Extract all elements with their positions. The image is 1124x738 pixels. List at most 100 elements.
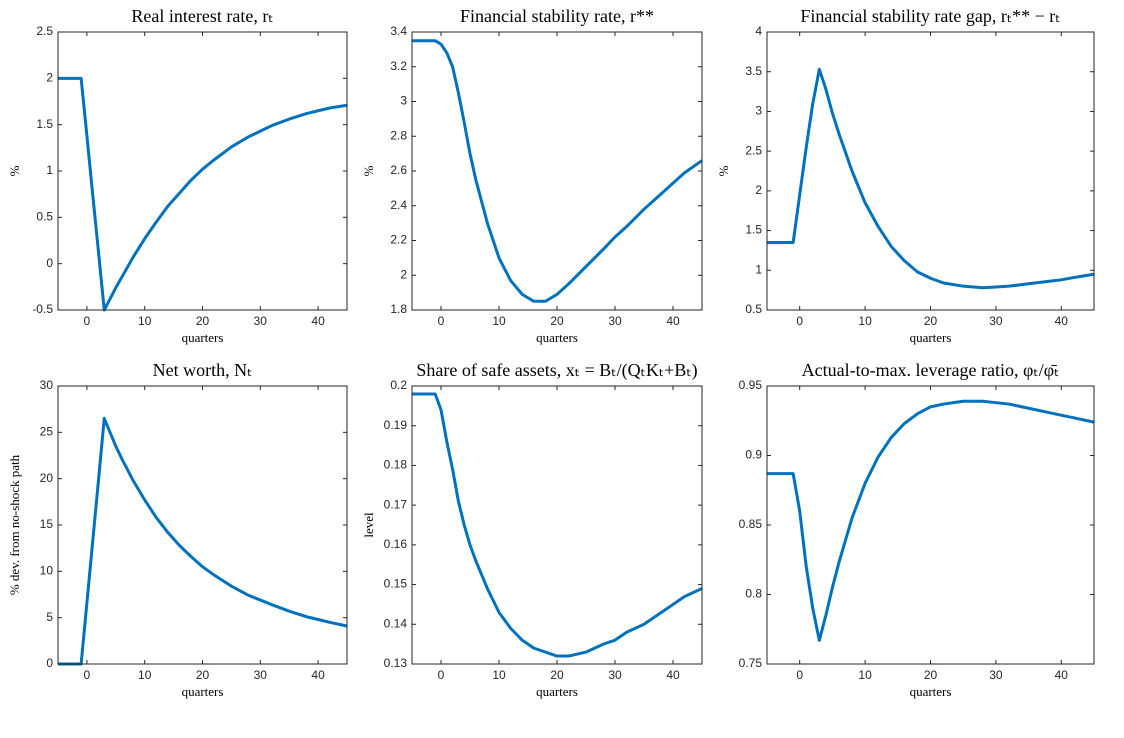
y-tick-label: 2.5 <box>745 143 762 157</box>
x-tick-label: 30 <box>608 314 622 328</box>
plot-area <box>412 386 702 664</box>
y-tick-label: 0.15 <box>384 577 408 591</box>
x-axis-label: quarters <box>536 330 578 345</box>
chart-title: Real interest rate, rₜ <box>131 6 273 26</box>
y-tick-label: 1 <box>755 262 762 276</box>
axes-box <box>766 31 1095 311</box>
y-tick-label: 3.4 <box>390 24 407 38</box>
chart-title: Actual-to-max. leverage ratio, φₜ/φ̄ₜ <box>802 360 1060 380</box>
y-tick-label: 5 <box>46 610 53 624</box>
y-tick-label: 0.8 <box>745 587 762 601</box>
x-tick-label: 30 <box>989 668 1003 682</box>
y-tick-label: 3 <box>400 94 407 108</box>
y-tick-label: 2 <box>46 71 53 85</box>
y-tick-label: 2 <box>400 267 407 281</box>
x-tick-label: 40 <box>1055 668 1069 682</box>
y-tick-label: 4 <box>755 24 762 38</box>
y-tick-label: 0 <box>46 656 53 670</box>
y-tick-label: 0.19 <box>384 418 408 432</box>
x-axis-label: quarters <box>536 684 578 699</box>
data-line <box>412 39 703 303</box>
x-axis-label: quarters <box>182 684 224 699</box>
data-line <box>412 392 703 658</box>
x-tick-label: 0 <box>438 668 445 682</box>
x-tick-label: 30 <box>989 314 1003 328</box>
y-axis-label: % <box>361 165 376 176</box>
y-tick-label: 1.8 <box>390 302 407 316</box>
x-tick-label: 40 <box>666 314 680 328</box>
x-tick-label: 0 <box>84 314 91 328</box>
axes-box <box>766 385 1095 665</box>
y-axis-label: % <box>716 165 731 176</box>
x-tick-label: 0 <box>796 668 803 682</box>
y-tick-label: 0.5 <box>36 210 53 224</box>
y-tick-label: -0.5 <box>32 302 53 316</box>
y-tick-label: 2.4 <box>390 198 407 212</box>
x-tick-label: 20 <box>196 668 210 682</box>
x-axis-label: quarters <box>182 330 224 345</box>
chart-title: Financial stability rate, r** <box>460 6 654 26</box>
x-tick-label: 30 <box>254 668 268 682</box>
plot-area <box>767 386 1094 664</box>
y-tick-label: 0.18 <box>384 458 408 472</box>
y-tick-label: 15 <box>40 517 54 531</box>
x-tick-label: 20 <box>196 314 210 328</box>
y-tick-label: 30 <box>40 378 54 392</box>
x-tick-label: 10 <box>492 668 506 682</box>
y-tick-label: 0.13 <box>384 656 408 670</box>
y-tick-label: 2 <box>755 183 762 197</box>
y-tick-label: 1.5 <box>745 223 762 237</box>
y-tick-label: 25 <box>40 425 54 439</box>
x-tick-label: 30 <box>608 668 622 682</box>
x-tick-label: 20 <box>550 314 564 328</box>
x-axis-label: quarters <box>910 330 952 345</box>
chart-title: Share of safe assets, xₜ = Bₜ/(QₜKₜ+Bₜ) <box>416 360 697 381</box>
x-tick-label: 0 <box>84 668 91 682</box>
y-tick-label: 2.5 <box>36 24 53 38</box>
x-tick-label: 10 <box>858 668 872 682</box>
x-tick-label: 40 <box>311 668 325 682</box>
x-tick-label: 0 <box>796 314 803 328</box>
y-tick-label: 20 <box>40 471 54 485</box>
y-axis-label: % dev. from no-shock path <box>7 454 22 595</box>
x-tick-label: 30 <box>254 314 268 328</box>
x-tick-label: 40 <box>1055 314 1069 328</box>
data-line <box>767 67 1095 290</box>
y-tick-label: 3.2 <box>390 59 407 73</box>
y-tick-label: 0.2 <box>390 378 407 392</box>
x-tick-label: 20 <box>924 314 938 328</box>
axes-box <box>57 31 348 311</box>
axes-box <box>411 31 703 311</box>
y-tick-label: 3.5 <box>745 64 762 78</box>
axes-box <box>411 385 703 665</box>
y-tick-label: 0.14 <box>384 616 408 630</box>
x-tick-label: 10 <box>138 668 152 682</box>
chart-title: Net worth, Nₜ <box>153 360 253 380</box>
x-axis-label: quarters <box>910 684 952 699</box>
y-tick-label: 0.5 <box>745 302 762 316</box>
y-tick-label: 1 <box>46 163 53 177</box>
y-axis-label: level <box>361 512 376 538</box>
y-tick-label: 0.85 <box>739 517 763 531</box>
x-tick-label: 20 <box>924 668 938 682</box>
y-tick-label: 2.2 <box>390 233 407 247</box>
y-tick-label: 1.5 <box>36 117 53 131</box>
x-tick-label: 40 <box>666 668 680 682</box>
y-tick-label: 0.16 <box>384 537 408 551</box>
data-line <box>767 399 1095 642</box>
data-line <box>58 416 348 666</box>
chart-title: Financial stability rate gap, rₜ** − rₜ <box>800 6 1060 26</box>
axes-box <box>57 385 348 665</box>
x-tick-label: 10 <box>858 314 872 328</box>
x-tick-label: 20 <box>550 668 564 682</box>
data-line <box>58 76 348 312</box>
plot-area <box>412 32 702 310</box>
y-tick-label: 3 <box>755 104 762 118</box>
x-tick-label: 10 <box>492 314 506 328</box>
y-tick-label: 0 <box>46 256 53 270</box>
y-tick-label: 0.95 <box>739 378 763 392</box>
y-tick-label: 10 <box>40 564 54 578</box>
x-tick-label: 40 <box>311 314 325 328</box>
y-tick-label: 2.6 <box>390 163 407 177</box>
